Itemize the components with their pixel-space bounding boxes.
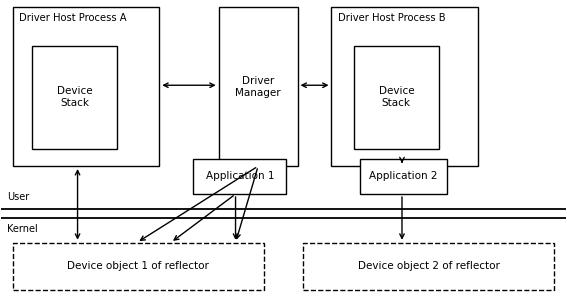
FancyBboxPatch shape xyxy=(12,7,159,166)
FancyBboxPatch shape xyxy=(193,159,286,194)
Text: User: User xyxy=(7,192,29,202)
FancyBboxPatch shape xyxy=(219,7,298,166)
FancyBboxPatch shape xyxy=(332,7,478,166)
FancyBboxPatch shape xyxy=(12,243,264,290)
Text: Kernel: Kernel xyxy=(7,225,38,234)
Text: Application 2: Application 2 xyxy=(369,171,438,181)
Text: Driver
Manager: Driver Manager xyxy=(235,76,281,97)
Text: Driver Host Process A: Driver Host Process A xyxy=(19,13,127,23)
Text: Driver Host Process B: Driver Host Process B xyxy=(338,13,446,23)
Text: Device
Stack: Device Stack xyxy=(379,86,414,108)
Text: Device
Stack: Device Stack xyxy=(57,86,92,108)
FancyBboxPatch shape xyxy=(303,243,555,290)
Text: Device object 1 of reflector: Device object 1 of reflector xyxy=(67,261,209,271)
Text: Application 1: Application 1 xyxy=(205,171,274,181)
FancyBboxPatch shape xyxy=(359,159,447,194)
FancyBboxPatch shape xyxy=(32,45,117,148)
FancyBboxPatch shape xyxy=(354,45,439,148)
Text: Device object 2 of reflector: Device object 2 of reflector xyxy=(358,261,500,271)
